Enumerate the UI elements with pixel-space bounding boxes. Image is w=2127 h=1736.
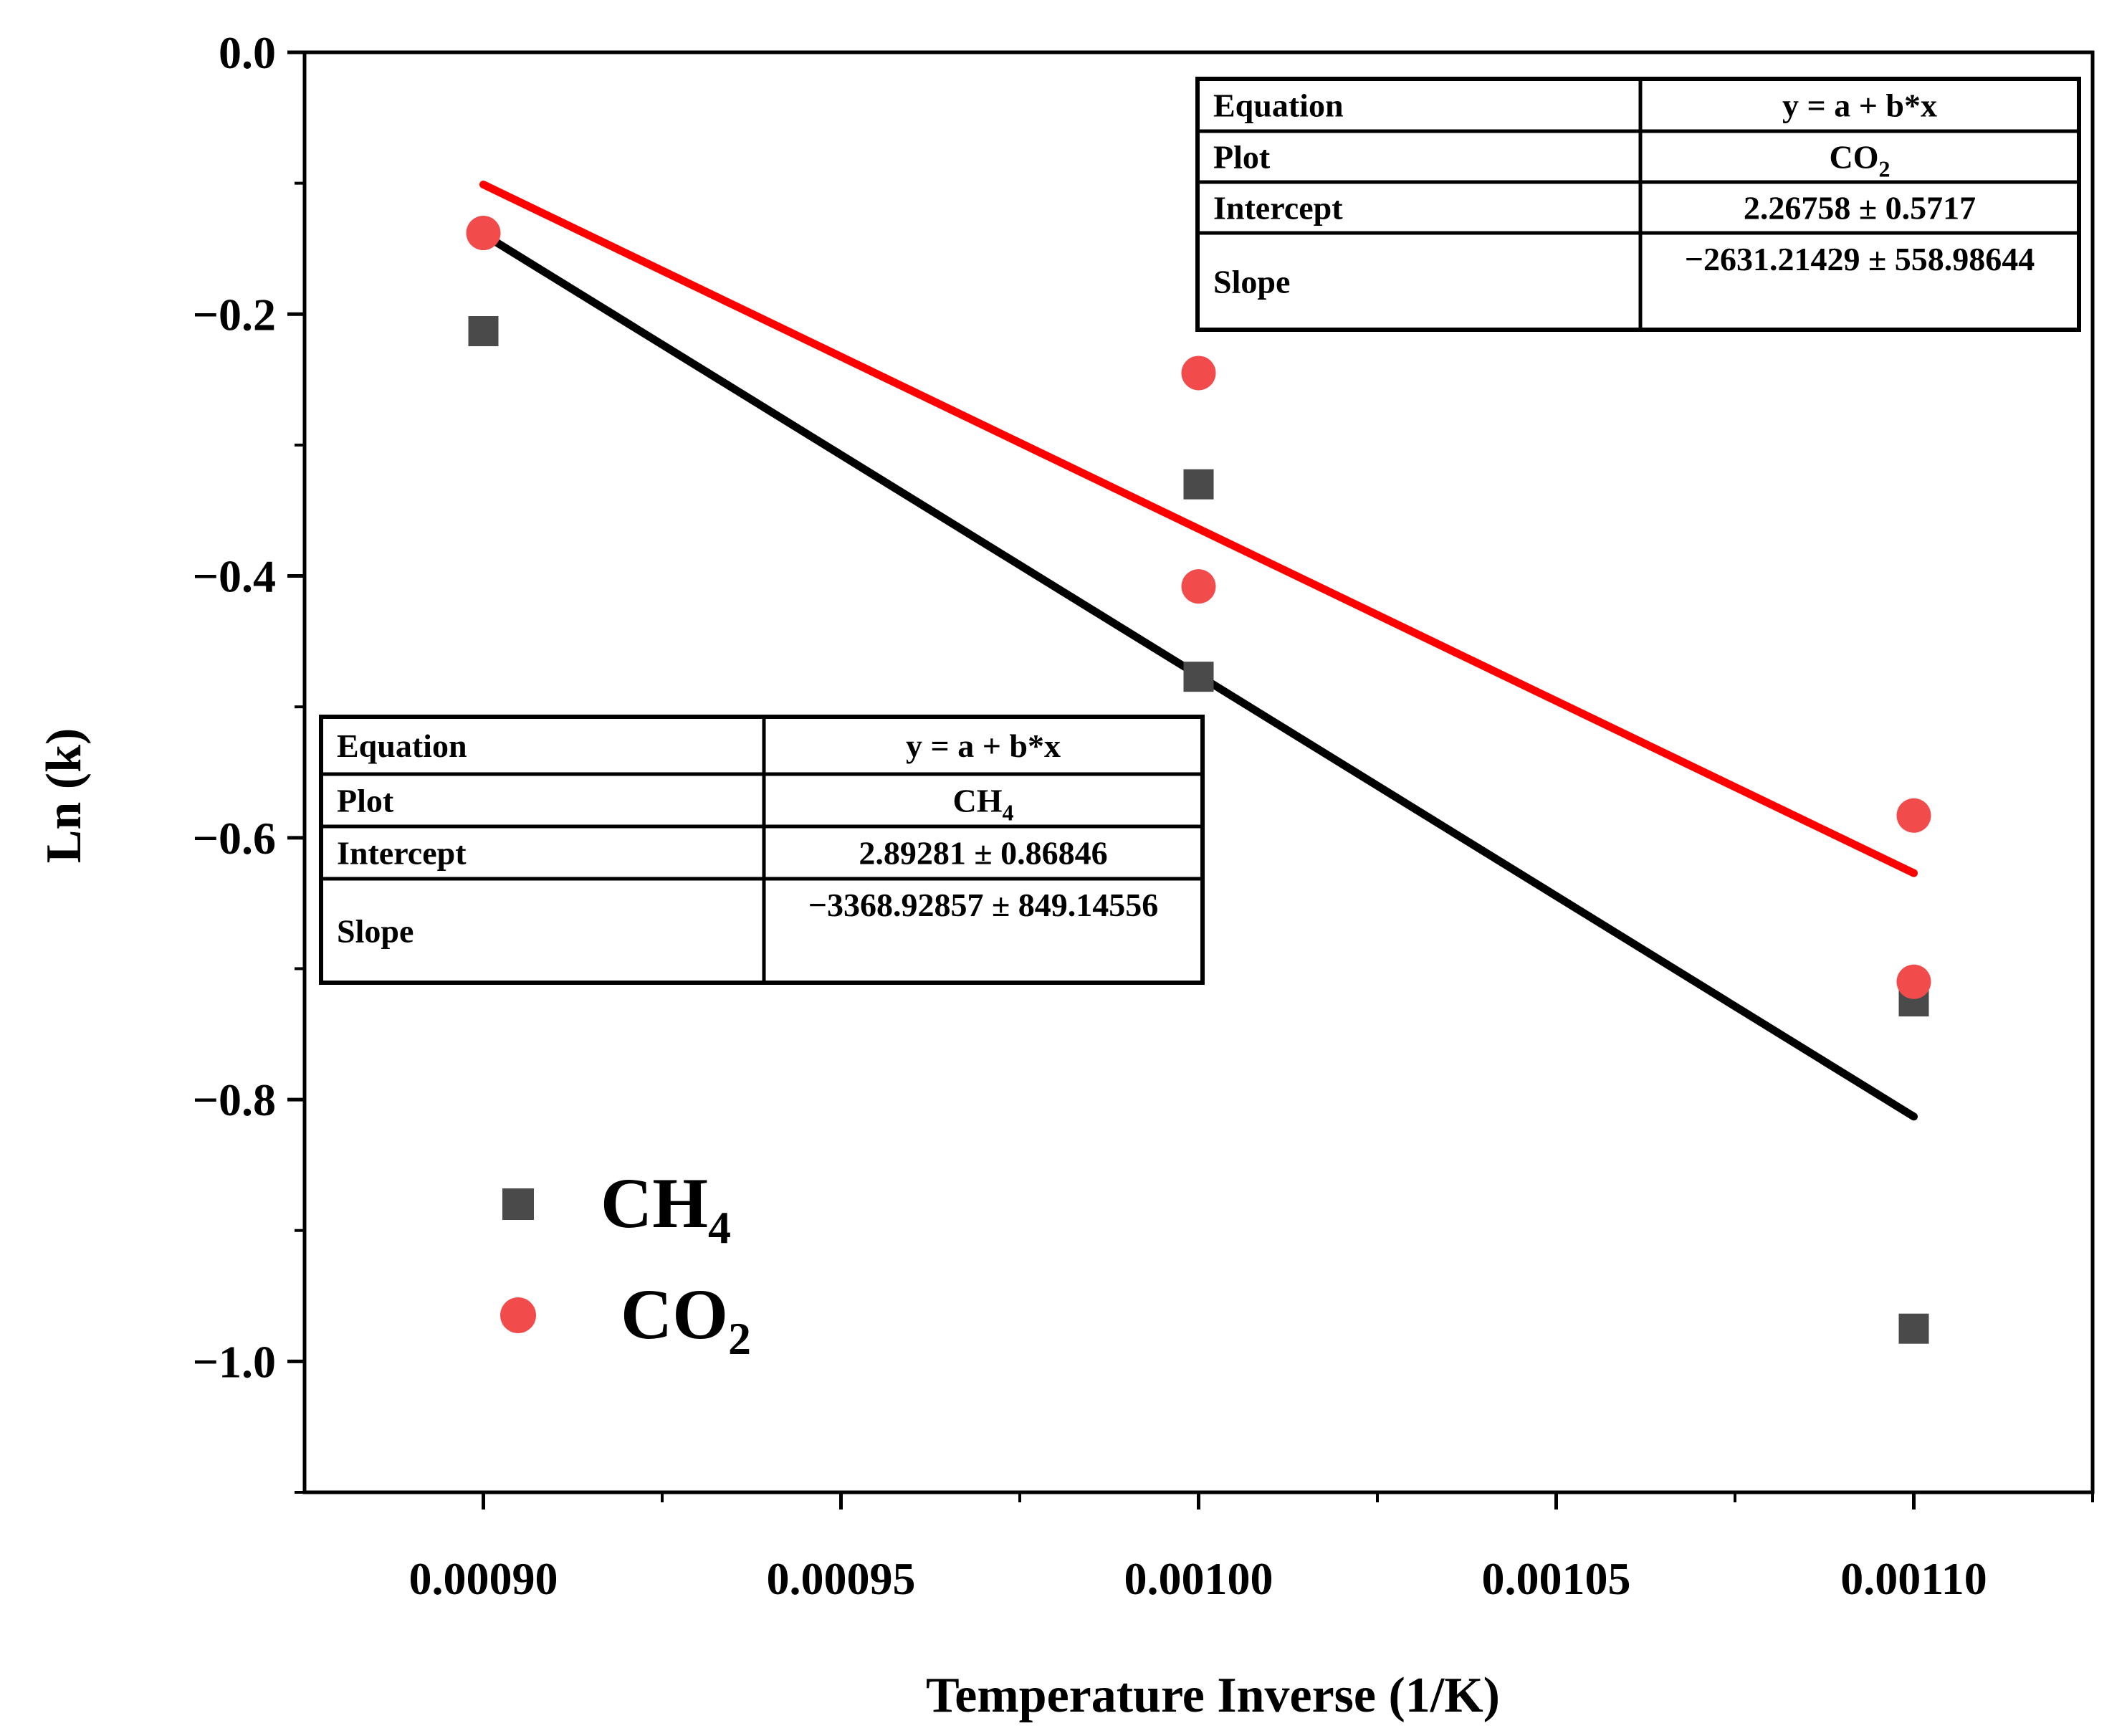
x-tick-label: 0.00095	[767, 1553, 916, 1604]
x-axis-title: Temperature Inverse (1/K)	[926, 1668, 1500, 1723]
table-row-label: Slope	[337, 913, 414, 950]
table-row-label: Equation	[1213, 87, 1344, 124]
legend-item-co2: CO2	[500, 1274, 751, 1364]
y-tick-label: −0.2	[193, 289, 276, 340]
x-tick-label: 0.00090	[409, 1553, 558, 1604]
table-border	[319, 715, 1205, 985]
table-row-value: −2631.21429 ± 558.98644	[1685, 241, 2035, 277]
table-row-label: Intercept	[1213, 190, 1343, 226]
legend-label: CH4	[601, 1163, 731, 1253]
fit-tables: Equation y = a + b*x Plot CO2 Intercept 2.267…	[319, 77, 2081, 985]
y-tick-label: −0.8	[193, 1074, 276, 1125]
ch4-point	[1898, 1313, 1929, 1344]
legend-label: CO2	[621, 1274, 751, 1364]
table-row-value: 2.89281 ± 0.86846	[859, 835, 1107, 872]
table-row-value: −3368.92857 ± 849.14556	[808, 887, 1158, 923]
ch4-point	[468, 316, 499, 347]
legend-item-ch4: CH4	[502, 1163, 731, 1253]
table-row-value: CO2	[1830, 139, 1891, 182]
table-row-label: Plot	[1213, 139, 1271, 176]
table-row-value: CH4	[953, 783, 1014, 826]
y-axis-title: Ln (k)	[37, 728, 92, 864]
table-row-label: Equation	[337, 728, 467, 764]
co2-point	[1896, 964, 1931, 999]
table-row-label: Intercept	[337, 835, 467, 872]
table-row-label: Plot	[337, 783, 394, 819]
ch4-point	[1183, 469, 1214, 500]
legend-marker	[502, 1188, 534, 1220]
x-tick-label: 0.00100	[1124, 1553, 1273, 1604]
co2-point	[1181, 356, 1216, 391]
table-row-value: y = a + b*x	[906, 728, 1061, 764]
fit-table-co2: Equation y = a + b*x Plot CO2 Intercept 2.267…	[1195, 77, 2081, 332]
co2-fit-line	[479, 180, 1918, 877]
table-row-value: y = a + b*x	[1782, 87, 1937, 124]
co2-point	[1181, 569, 1216, 604]
legend-marker	[500, 1297, 536, 1333]
y-tick-label: −0.4	[193, 551, 276, 602]
fit-table-ch4: Equation y = a + b*x Plot CH4 Intercept 2.892…	[319, 715, 1205, 985]
y-tick-label: −0.6	[193, 813, 276, 864]
table-row-value: 2.26758 ± 0.5717	[1744, 190, 1976, 226]
axes: 0.00090 0.00095 0.00100 0.00105 0.00110 0.0 −0…	[193, 27, 2095, 1604]
ch4-point	[1183, 662, 1214, 692]
co2-point	[466, 216, 501, 251]
x-tick-label: 0.00105	[1482, 1553, 1631, 1604]
table-border	[1195, 77, 2081, 332]
data-points	[466, 216, 1931, 1344]
table-row-label: Slope	[1213, 264, 1290, 300]
co2-point	[1896, 798, 1931, 833]
x-tick-label: 0.00110	[1840, 1553, 1987, 1604]
y-tick-label: 0.0	[219, 27, 276, 78]
y-tick-label: −1.0	[193, 1336, 276, 1387]
